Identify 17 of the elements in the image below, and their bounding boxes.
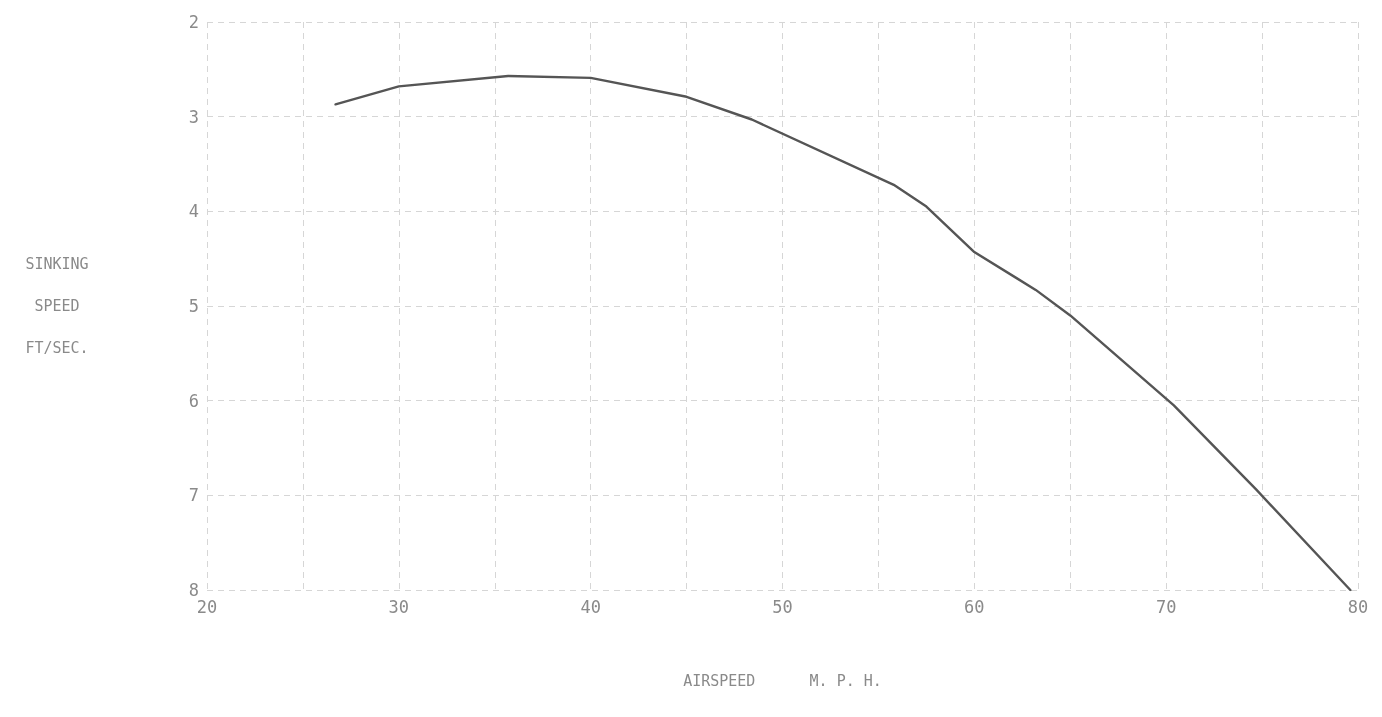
x-tick-label: 40 [580,596,601,617]
x-tick-label: 30 [388,596,410,617]
y-tick-label: 5 [188,296,199,316]
y-tick-label: 8 [188,580,199,600]
line-series [334,74,1352,592]
y-tick-label: 4 [188,201,199,222]
x-axis-title: AIRSPEED M. P. H. [683,672,882,690]
y-tick-label: 6 [188,390,199,411]
x-tick-label: 80 [1347,596,1369,617]
x-tick-label: 60 [964,596,985,617]
y-tick-label: 3 [188,106,199,127]
x-tick-label: 20 [196,596,218,617]
x-tick-label: 70 [1155,596,1177,617]
y-tick-label: 2 [188,12,199,32]
text: SINKING SPEED FT/SEC. [25,255,89,357]
x-tick-label: 50 [772,596,793,617]
y-tick-label: 7 [188,485,199,506]
